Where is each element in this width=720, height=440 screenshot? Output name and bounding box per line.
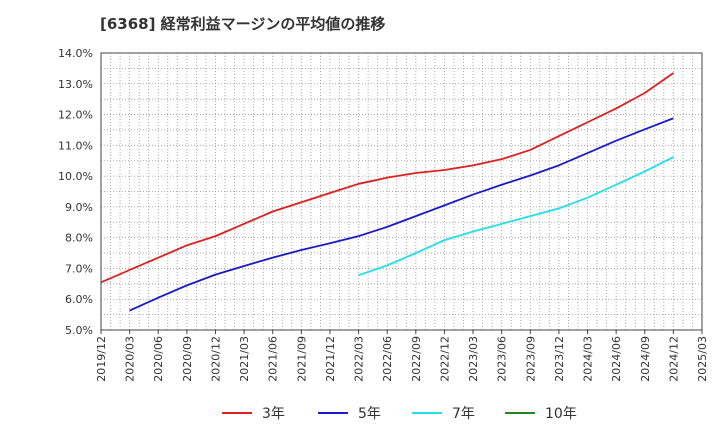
y-tick-label: 8.0% [65,232,93,245]
x-tick-label: 2024/09 [639,336,652,382]
legend-label: 7年 [452,406,475,422]
x-tick-label: 2020/03 [124,336,137,382]
x-tick-label: 2023/06 [496,336,509,382]
y-tick-label: 5.0% [65,324,93,337]
legend-label: 10年 [545,406,577,422]
x-tick-label: 2020/06 [152,336,165,382]
x-tick-label: 2021/03 [238,336,251,382]
x-tick-label: 2022/09 [410,336,423,382]
legend-label: 3年 [262,406,285,422]
x-tick-label: 2025/03 [696,336,709,382]
x-tick-label: 2019/12 [95,336,108,382]
y-tick-label: 13.0% [58,78,93,91]
x-tick-label: 2020/12 [209,336,222,382]
x-tick-label: 2024/12 [667,336,680,382]
x-tick-label: 2022/03 [353,336,366,382]
x-tick-label: 2020/09 [181,336,194,382]
y-tick-label: 9.0% [65,201,93,214]
x-tick-label: 2024/03 [582,336,595,382]
x-axis-ticks: 2019/12 2020/03 2020/06 2020/09 2020/12 2021/… [95,330,709,382]
x-tick-label: 2021/12 [324,336,337,382]
legend: 3年 5年 7年 10年 [222,406,577,422]
y-tick-label: 11.0% [58,139,93,152]
x-tick-label: 2021/09 [295,336,308,382]
y-tick-label: 12.0% [58,109,93,122]
x-tick-label: 2023/12 [553,336,566,382]
y-tick-label: 6.0% [65,293,93,306]
plot-frame [100,52,703,331]
y-tick-label: 10.0% [58,170,93,183]
series-lines [100,72,674,312]
x-tick-label: 2023/09 [524,336,537,382]
x-tick-label: 2022/06 [381,336,394,382]
x-tick-label: 2021/06 [267,336,280,382]
series-line-3年 [100,72,674,284]
legend-label: 5年 [358,406,381,422]
series-line-5年 [129,117,674,312]
y-tick-label: 14.0% [58,47,93,60]
x-tick-label: 2023/03 [467,336,480,382]
chart-title: [6368] 経常利益マージンの平均値の推移 [100,15,385,33]
y-axis-ticks: 5.0% 6.0% 7.0% 8.0% 9.0% 10.0% 11.0% 12.0% 13.0%… [58,47,93,337]
grid [101,53,702,330]
x-tick-label: 2024/06 [610,336,623,382]
series-line-7年 [358,156,674,277]
y-tick-label: 7.0% [65,262,93,275]
x-tick-label: 2022/12 [438,336,451,382]
